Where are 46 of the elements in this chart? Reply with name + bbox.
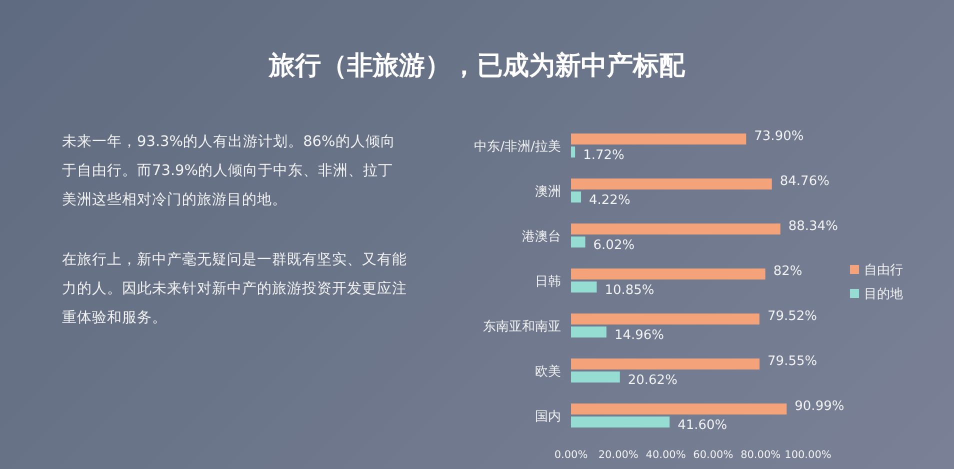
bar	[571, 314, 760, 324]
data-label: 10.85%	[604, 283, 654, 298]
bar	[571, 358, 760, 370]
bar	[571, 268, 766, 280]
y-tick-label: 中东/非洲/拉美	[474, 138, 561, 154]
data-label: 82%	[773, 264, 802, 279]
x-tick-label: 80.00%	[740, 449, 781, 461]
data-label: 73.90%	[754, 129, 804, 144]
y-tick-label: 东南亚和南亚	[483, 320, 561, 334]
data-label: 14.96%	[614, 328, 664, 343]
data-label: 88.34%	[788, 219, 838, 234]
legend-label: 目的地	[864, 287, 903, 302]
x-tick-label: 20.00%	[598, 449, 638, 461]
bar	[571, 236, 586, 248]
bar	[571, 404, 787, 414]
data-label: 6.02%	[593, 238, 635, 253]
x-tick-label: 100.00%	[784, 449, 832, 461]
bar	[571, 416, 670, 428]
data-label: 1.72%	[583, 148, 624, 163]
bar	[571, 282, 597, 292]
bar	[571, 146, 576, 158]
x-tick-label: 40.00%	[646, 449, 686, 461]
chart-title: 旅行（非旅游），已成为新中产标配	[268, 50, 686, 83]
data-label: 79.55%	[768, 354, 818, 369]
data-label: 4.22%	[589, 193, 630, 208]
bar	[571, 178, 772, 190]
data-label: 84.76%	[780, 174, 830, 189]
data-label: 20.62%	[628, 373, 678, 388]
text: 未来一年，93.3%的人有出游计划。86%的人倾向于自由行。而73.9%的人倾向于中东、非洲、拉丁美洲这些相对冷门的旅游目的地。	[62, 133, 396, 210]
data-label: 79.52%	[767, 309, 818, 324]
bar	[571, 224, 780, 234]
y-tick-label: 澳洲	[535, 184, 561, 200]
bar	[571, 326, 606, 338]
bar	[571, 134, 746, 144]
data-label: 41.60%	[678, 418, 728, 433]
text: 在旅行上，新中产毫无疑问是一群既有坚实、又有能力的人。因此未来针对新中产的旅游投资开发更应注重体验和服务。	[62, 250, 407, 328]
x-tick-label: 0.00%	[554, 449, 588, 461]
bar	[571, 192, 581, 202]
bar	[571, 372, 620, 382]
data-label: 90.99%	[794, 399, 844, 414]
y-tick-label: 国内	[535, 410, 561, 424]
y-tick-label: 日韩	[535, 274, 561, 290]
y-tick-label: 欧美	[535, 364, 561, 380]
legend-label: 自由行	[864, 263, 903, 278]
x-tick-label: 60.00%	[693, 449, 734, 461]
y-tick-label: 港澳台	[522, 230, 561, 244]
